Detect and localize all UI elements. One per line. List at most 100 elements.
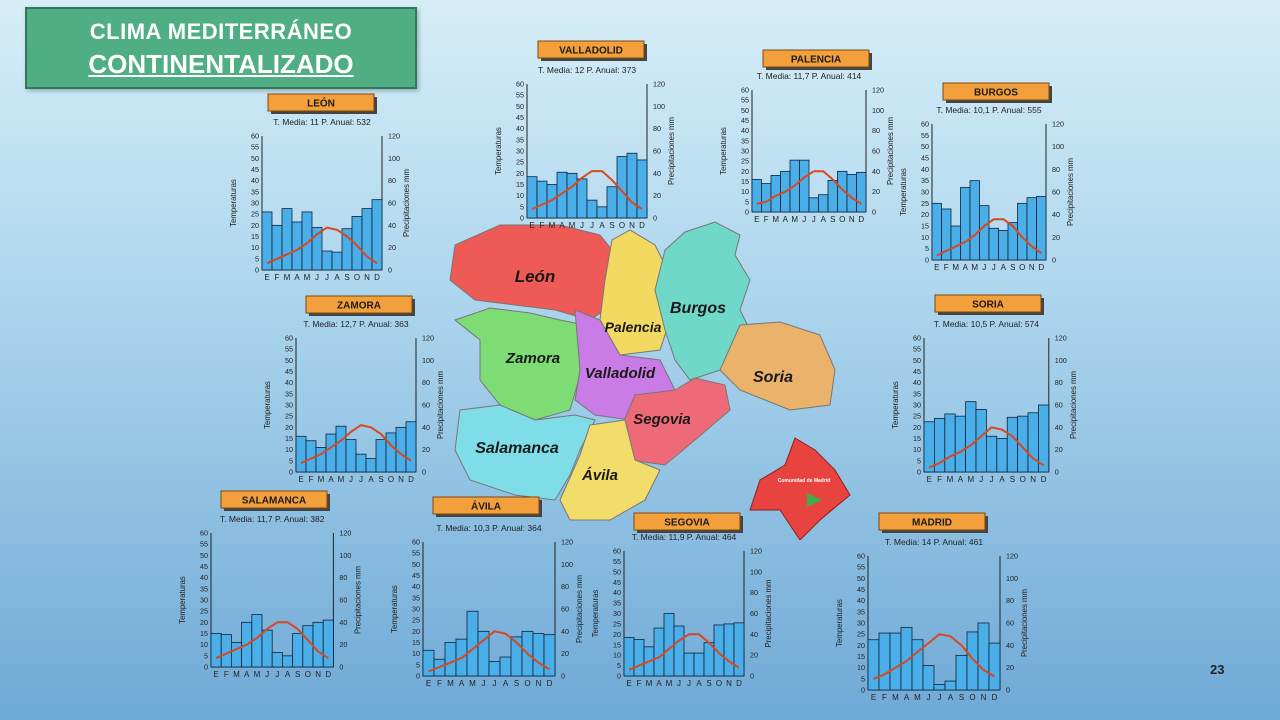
chart-banner	[762, 49, 870, 68]
temperature-tick-label: 35	[613, 599, 621, 608]
precipitation-bar	[733, 622, 745, 677]
precipitation-tick-label: 80	[1052, 165, 1060, 174]
month-label: J	[990, 475, 994, 484]
precipitation-tick-label: 20	[1055, 445, 1063, 454]
month-label: F	[882, 693, 887, 702]
climate-chart-valladolid: VALLADOLID T. Media: 12 P. Anual: 373 0 5 10…	[494, 40, 676, 230]
precipitation-tick-label: 80	[339, 573, 347, 582]
month-label: F	[224, 670, 229, 679]
month-label: E	[934, 263, 939, 272]
climate-chart-madrid: MADRID T. Media: 14 P. Anual: 461 0 5 10 15 20…	[835, 512, 1029, 702]
page-number: 23	[1210, 662, 1225, 677]
month-label: A	[285, 670, 291, 679]
month-label: O	[1020, 475, 1026, 484]
month-label: J	[493, 679, 497, 688]
temperature-tick-label: 40	[200, 573, 208, 582]
temperature-tick-label: 35	[285, 389, 293, 398]
precipitation-bar	[606, 186, 618, 219]
precipitation-axis-label: Precipitaciones mm	[402, 169, 411, 237]
precipitation-bar	[488, 661, 501, 677]
precipitation-tick-label: 120	[422, 334, 434, 343]
temperature-tick-label: 35	[741, 136, 749, 145]
precipitation-bar	[950, 225, 961, 261]
chart-banner	[305, 295, 413, 314]
month-label: O	[969, 693, 975, 702]
chart-title: SORIA	[972, 300, 1004, 311]
precipitation-tick-label: 0	[561, 672, 565, 681]
precipitation-bar	[291, 221, 303, 271]
precipitation-tick-label: 100	[750, 567, 762, 576]
precipitation-bar	[683, 652, 695, 677]
temperature-tick-label: 45	[857, 585, 865, 594]
temperature-tick-label: 5	[617, 661, 621, 670]
chart-title: VALLADOLID	[559, 46, 623, 57]
precipitation-tick-label: 80	[1006, 596, 1014, 605]
temperature-tick-label: 20	[285, 423, 293, 432]
temperature-tick-label: 35	[913, 389, 921, 398]
month-label: A	[1001, 263, 1007, 272]
climate-chart-zamora: ZAMORA T. Media: 12,7 P. Anual: 363 0 5 10 15…	[263, 295, 445, 484]
month-label: J	[979, 475, 983, 484]
month-label: M	[666, 679, 673, 688]
precipitation-axis-label: Precipitaciones mm	[886, 117, 895, 185]
precipitation-axis-label: Precipitaciones mm	[353, 566, 362, 634]
province-label-soria: Soria	[753, 369, 793, 386]
month-label: J	[982, 263, 986, 272]
temperature-tick-label: 20	[741, 167, 749, 176]
chart-title: SALAMANCA	[242, 496, 306, 507]
province-label-avila: Ávila	[581, 467, 618, 484]
precipitation-bar	[923, 421, 935, 473]
temperature-tick-label: 20	[913, 423, 921, 432]
precipitation-bar	[361, 208, 373, 271]
precipitation-tick-label: 100	[872, 106, 884, 115]
temperature-tick-label: 50	[251, 154, 259, 163]
precipitation-tick-label: 40	[388, 221, 396, 230]
temperature-tick-label: 45	[741, 116, 749, 125]
temperature-tick-label: 60	[613, 547, 621, 556]
temperature-line	[928, 426, 1045, 469]
month-label: D	[992, 693, 998, 702]
temperature-tick-label: 10	[412, 649, 420, 658]
month-label: S	[706, 679, 711, 688]
province-label-burgos: Burgos	[670, 300, 726, 317]
month-label: F	[944, 263, 949, 272]
month-label: J	[687, 679, 691, 688]
month-label: E	[298, 475, 303, 484]
month-label: M	[791, 215, 798, 224]
temperature-tick-label: 55	[741, 96, 749, 105]
temperature-tick-label: 20	[613, 630, 621, 639]
month-label: F	[937, 475, 942, 484]
month-label: E	[426, 679, 431, 688]
temperature-tick-label: 50	[857, 574, 865, 583]
temperature-axis-label: Temperaturas	[494, 127, 503, 175]
climate-chart-burgos: BURGOS T. Media: 10,1 P. Anual: 555 0 5 10 15…	[899, 82, 1075, 272]
temperature-tick-label: 40	[913, 378, 921, 387]
chart-title: ÁVILA	[471, 500, 501, 513]
precipitation-bar	[345, 439, 357, 473]
precipitation-tick-label: 80	[1055, 378, 1063, 387]
precipitation-bar	[371, 199, 383, 271]
month-label: N	[849, 215, 855, 224]
precipitation-axis-label: Precipitaciones mm	[575, 575, 584, 643]
temperature-tick-label: 25	[857, 630, 865, 639]
temperature-tick-label: 55	[251, 143, 259, 152]
temperature-tick-label: 60	[412, 538, 420, 547]
month-label: M	[914, 693, 921, 702]
month-label: J	[812, 215, 816, 224]
precipitation-bar	[312, 621, 324, 668]
province-labels: León Palencia Burgos Zamora Valladolid S…	[475, 267, 793, 484]
precipitation-tick-label: 40	[653, 169, 661, 178]
temperature-tick-label: 5	[520, 202, 524, 211]
climate-chart-leon: LEÓN T. Media: 11 P. Anual: 532 0 5 10 15 20 25…	[229, 93, 411, 282]
temperature-tick-label: 0	[204, 663, 208, 672]
precipitation-bar	[295, 435, 307, 473]
temperature-line	[266, 226, 378, 265]
month-label: D	[639, 221, 645, 230]
temperature-tick-label: 40	[285, 378, 293, 387]
temperature-tick-label: 25	[921, 199, 929, 208]
precipitation-bar	[444, 642, 457, 677]
month-label: E	[264, 273, 269, 282]
precipitation-tick-label: 20	[872, 187, 880, 196]
precipitation-bar	[799, 159, 810, 213]
month-label: J	[802, 215, 806, 224]
